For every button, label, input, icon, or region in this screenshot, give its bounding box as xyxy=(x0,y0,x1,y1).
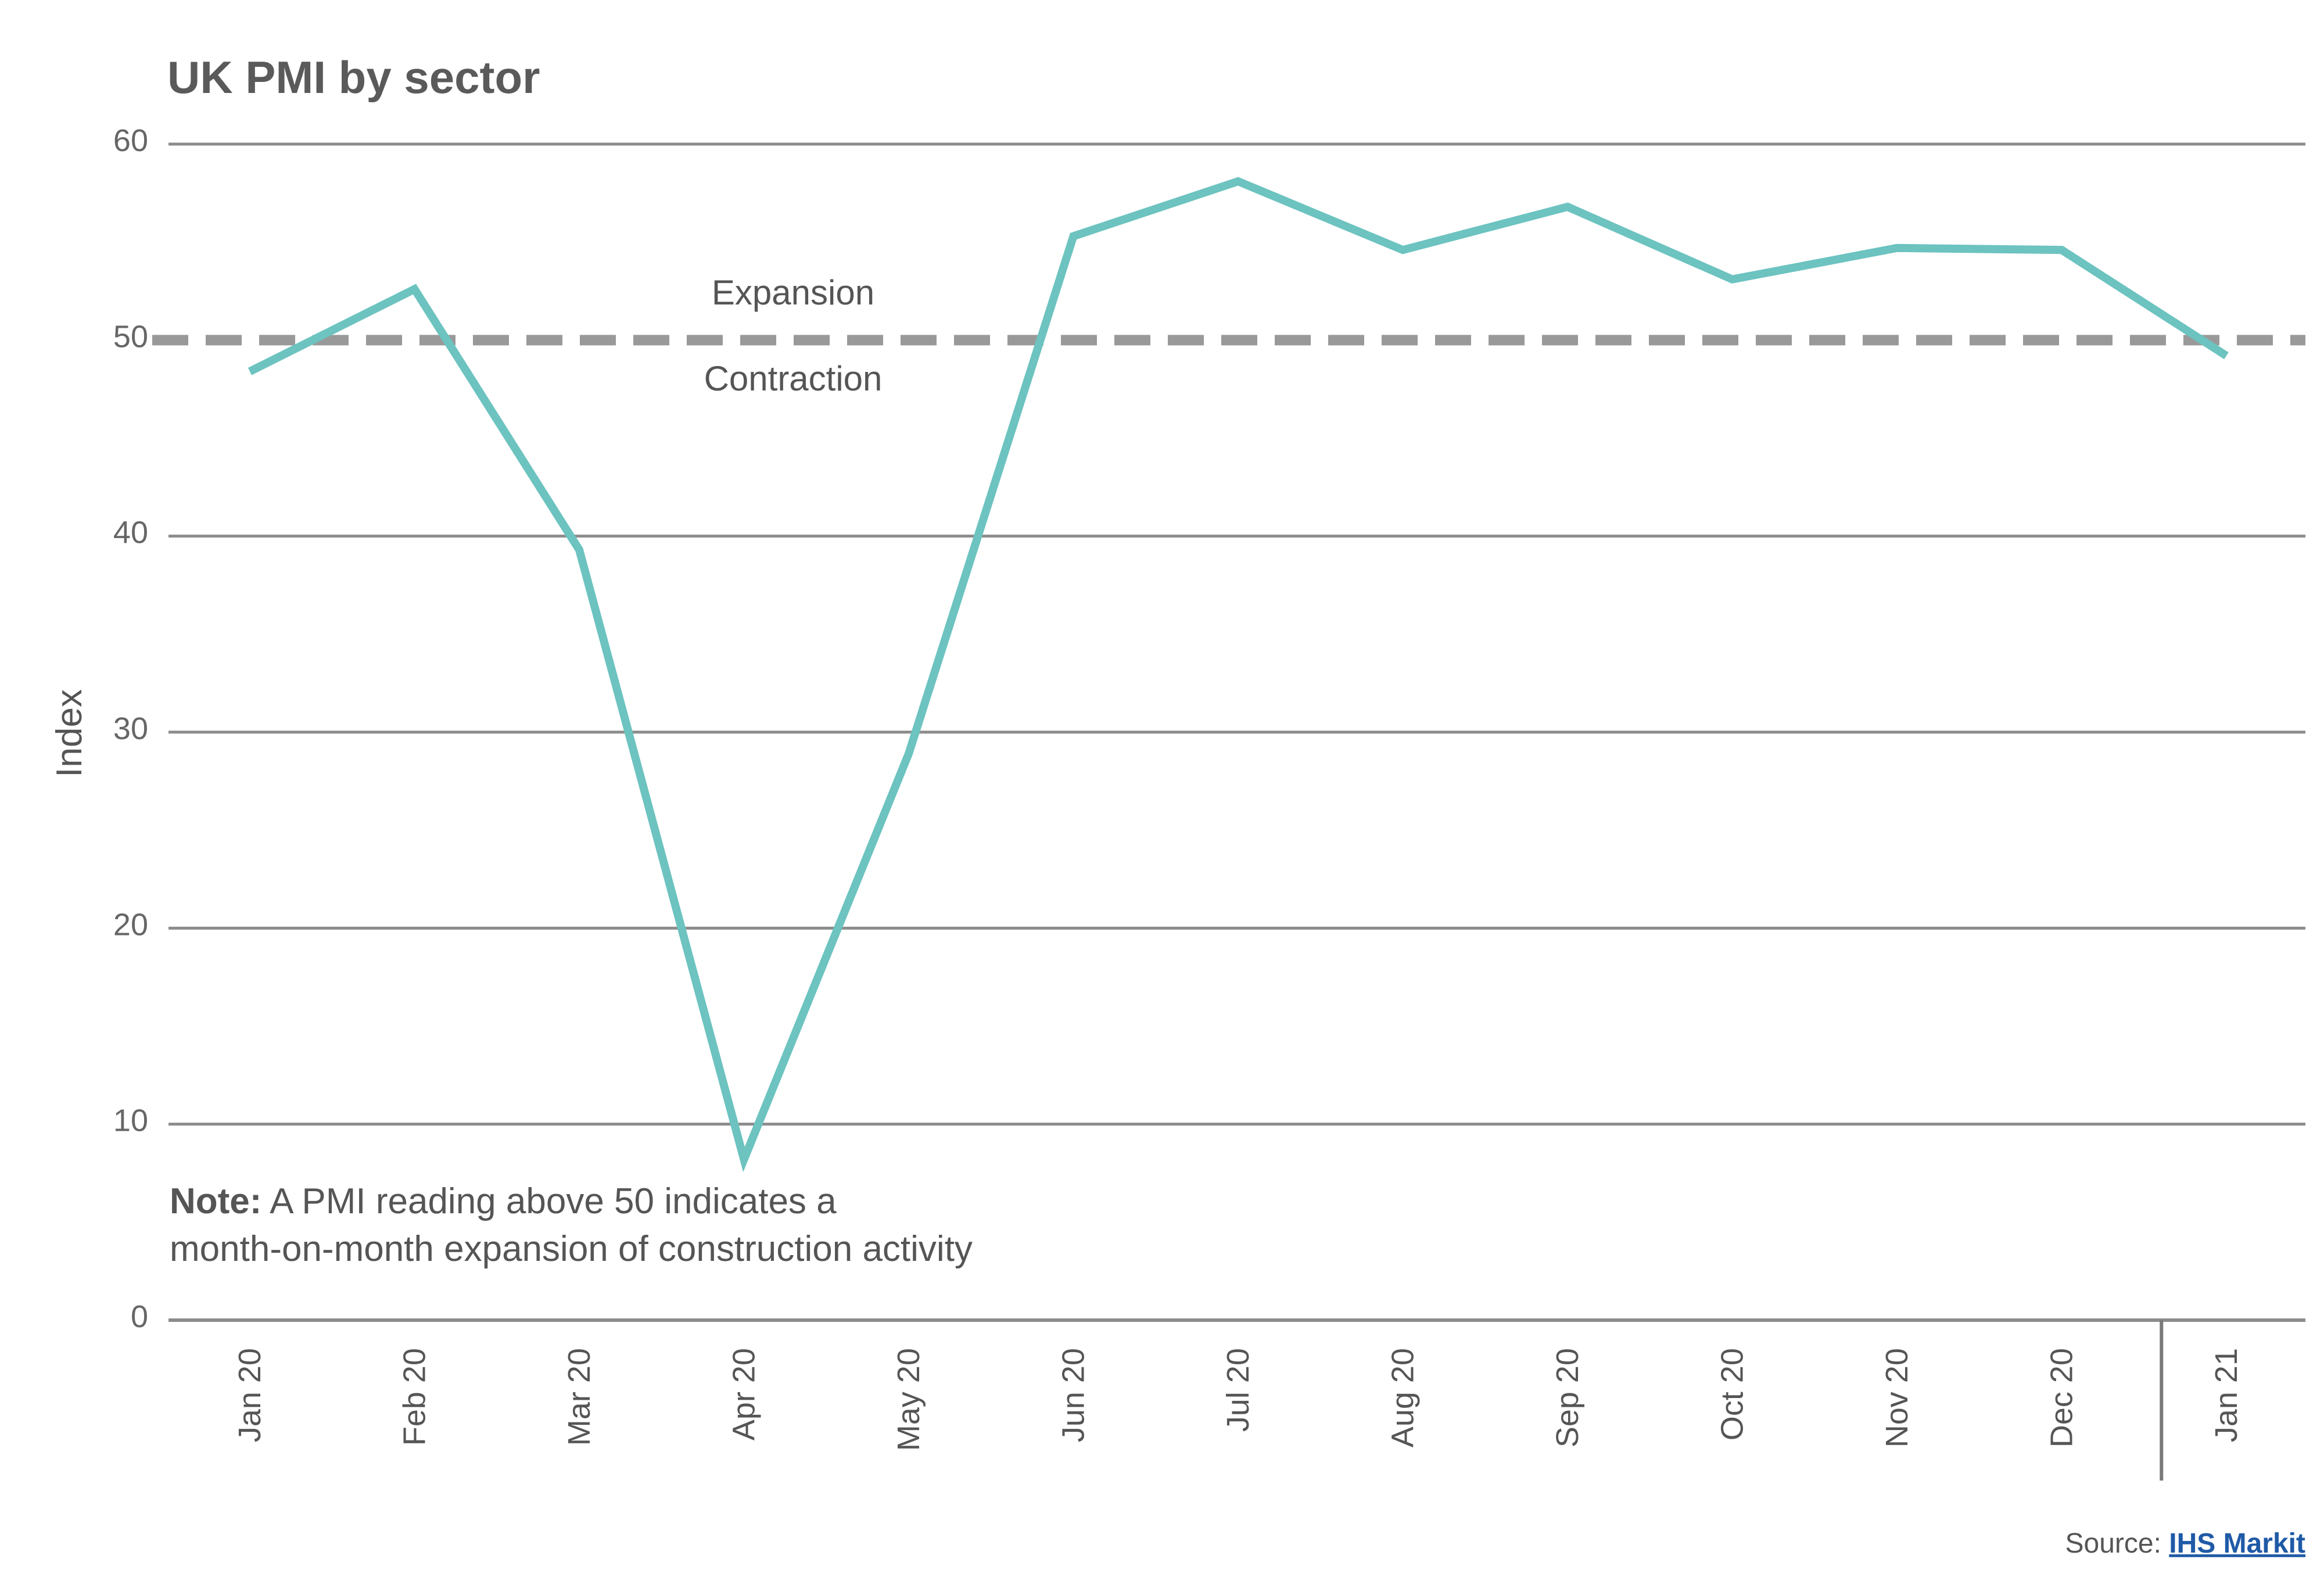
y-axis-label: Index xyxy=(49,689,89,777)
x-tick-labels: Jan 20 Feb 20 Mar 20 Apr 20 May 20 Jun 20 Jul … xyxy=(232,1348,2244,1451)
note-label: Note: xyxy=(170,1181,261,1221)
y-tick-40: 40 xyxy=(113,515,148,550)
note-text-1: A PMI reading above 50 indicates a xyxy=(261,1181,837,1221)
y-tick-10: 10 xyxy=(113,1103,148,1138)
source-link[interactable]: IHS Markit xyxy=(2169,1528,2305,1559)
y-tick-0: 0 xyxy=(131,1299,148,1334)
x-tick-apr-20: Apr 20 xyxy=(727,1348,762,1440)
note-line-1: Note: A PMI reading above 50 indicates a xyxy=(170,1181,837,1221)
x-tick-sep-20: Sep 20 xyxy=(1550,1348,1585,1447)
note-line-2: month-on-month expansion of construction… xyxy=(170,1229,973,1269)
x-tick-jan-20: Jan 20 xyxy=(232,1348,267,1442)
x-tick-may-20: May 20 xyxy=(891,1348,926,1451)
contraction-label: Contraction xyxy=(704,359,883,398)
series-line-0 xyxy=(248,177,2229,1173)
x-tick-mar-20: Mar 20 xyxy=(562,1348,597,1446)
y-tick-60: 60 xyxy=(113,123,148,158)
expansion-label: Expansion xyxy=(712,273,874,312)
x-tick-jun-20: Jun 20 xyxy=(1056,1348,1091,1442)
y-tick-20: 20 xyxy=(113,907,148,942)
x-tick-feb-20: Feb 20 xyxy=(397,1348,432,1446)
x-tick-jul-20: Jul 20 xyxy=(1221,1348,1256,1432)
x-tick-oct-20: Oct 20 xyxy=(1715,1348,1750,1440)
x-tick-dec-20: Dec 20 xyxy=(2045,1348,2079,1447)
gridlines xyxy=(168,142,2305,1322)
y-tick-30: 30 xyxy=(113,711,148,746)
series-group xyxy=(248,177,2229,1173)
y-tick-labels: 0 10 20 30 40 50 60 xyxy=(113,123,148,1334)
chart-title: UK PMI by sector xyxy=(167,52,540,103)
x-tick-aug-20: Aug 20 xyxy=(1386,1348,1421,1447)
y-tick-50: 50 xyxy=(113,319,148,354)
x-tick-jan-21: Jan 21 xyxy=(2209,1348,2244,1442)
x-tick-nov-20: Nov 20 xyxy=(1880,1348,1914,1447)
source-label: Source: xyxy=(2065,1528,2169,1559)
source-line: Source: IHS Markit xyxy=(2065,1528,2306,1559)
